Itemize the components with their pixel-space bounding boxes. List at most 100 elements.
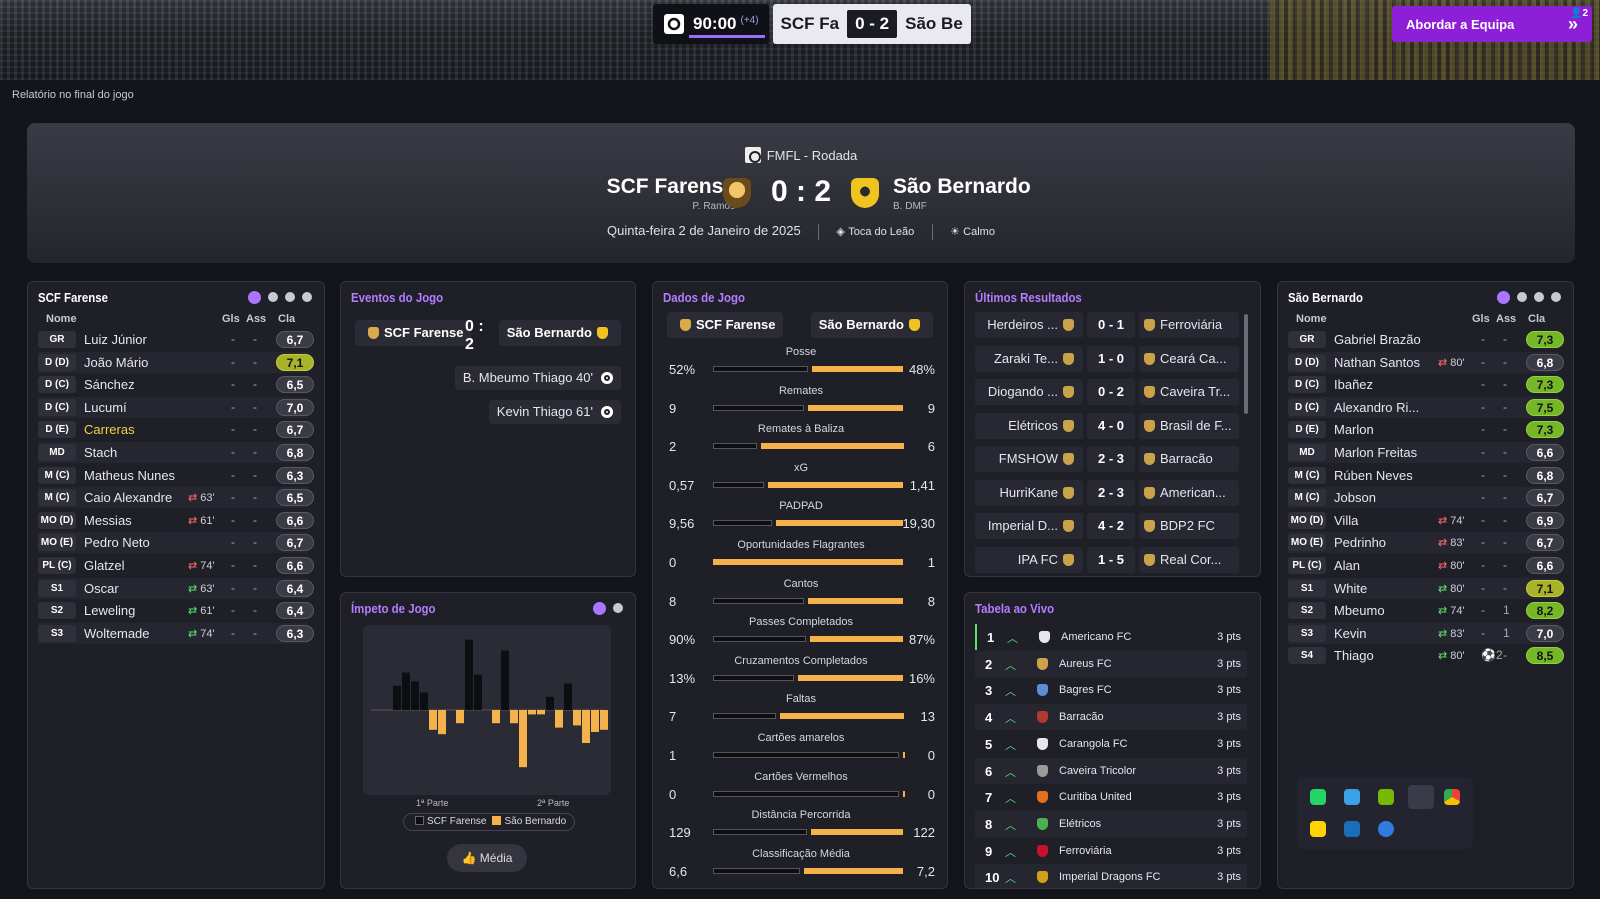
- events-home-team[interactable]: SCF Farense: [355, 320, 472, 346]
- player-row[interactable]: S4 Thiago ⇄ 80' ⚽2 - 8,5: [1288, 645, 1564, 666]
- col-gls[interactable]: Gls: [222, 313, 240, 325]
- player-name[interactable]: Messias: [84, 512, 132, 528]
- table-row[interactable]: 3 ︿ Bagres FC 3 pts: [975, 677, 1247, 703]
- app-icon[interactable]: [1344, 789, 1360, 805]
- table-row[interactable]: 10 ︿ Imperial Dragons FC 3 pts: [975, 864, 1247, 888]
- player-row[interactable]: D (C) Alexandro Ri... - - 7,5: [1288, 396, 1564, 418]
- steam-icon[interactable]: [1344, 821, 1360, 837]
- player-row[interactable]: PL (C) Alan ⇄ 80' - - 6,6: [1288, 555, 1564, 576]
- player-name[interactable]: Thiago: [1334, 648, 1374, 664]
- goal-event[interactable]: Kevin Thiago 61': [488, 400, 621, 424]
- bluetooth-icon[interactable]: [1378, 821, 1394, 837]
- result-row[interactable]: Herdeiros ... 0 - 1 Ferroviária: [975, 312, 1247, 338]
- team-name[interactable]: Curitiba United: [1059, 791, 1132, 804]
- goal-event[interactable]: B. Mbeumo Thiago 40': [454, 366, 621, 390]
- player-row[interactable]: S2 Leweling ⇄ 61' - - 6,4: [38, 600, 314, 621]
- table-row[interactable]: 5 ︿ Carangola FC 3 pts: [975, 731, 1247, 757]
- page-dot[interactable]: [1517, 292, 1527, 302]
- player-row[interactable]: GR Luiz Júnior - - 6,7: [38, 329, 314, 350]
- player-row[interactable]: M (C) Caio Alexandre ⇄ 63' - - 6,5: [38, 487, 314, 509]
- player-name[interactable]: Mbeumo: [1334, 603, 1385, 619]
- player-name[interactable]: Matheus Nunes: [84, 467, 176, 483]
- player-row[interactable]: D (C) Ibañez - - 7,3: [1288, 374, 1564, 395]
- whatsapp-icon[interactable]: [1310, 789, 1326, 805]
- player-row[interactable]: S3 Woltemade ⇄ 74' - - 6,3: [38, 622, 314, 644]
- table-row[interactable]: 2 ︿ Aureus FC 3 pts: [975, 650, 1247, 677]
- player-row[interactable]: S1 Oscar ⇄ 63' - - 6,4: [38, 577, 314, 599]
- player-name[interactable]: Caio Alexandre: [84, 490, 173, 506]
- team-name[interactable]: Barracão: [1059, 711, 1104, 724]
- team-name[interactable]: Americano FC: [1061, 631, 1132, 643]
- nvidia-icon[interactable]: [1378, 789, 1394, 805]
- table-row[interactable]: 9 ︿ Ferroviária 3 pts: [975, 838, 1247, 864]
- player-name[interactable]: Stach: [84, 445, 118, 460]
- col-ass[interactable]: Ass: [246, 313, 267, 325]
- player-row[interactable]: D (E) Marlon - - 7,3: [1288, 419, 1564, 440]
- pen-icon[interactable]: [1408, 785, 1434, 809]
- player-name[interactable]: Rúben Neves: [1334, 467, 1413, 483]
- scrollbar[interactable]: [1244, 314, 1248, 414]
- player-name[interactable]: Sánchez: [84, 377, 135, 393]
- page-dot[interactable]: [248, 291, 261, 304]
- player-name[interactable]: Alexandro Ri...: [1334, 399, 1420, 415]
- approach-team-button[interactable]: Abordar a Equipa 👤2 »: [1392, 6, 1592, 42]
- table-row[interactable]: 4 ︿ Barracão 3 pts: [975, 704, 1247, 731]
- result-row[interactable]: FMSHOW 2 - 3 Barracão: [975, 446, 1247, 472]
- player-name[interactable]: João Mário: [84, 354, 149, 370]
- page-dot[interactable]: [593, 602, 606, 615]
- player-row[interactable]: D (D) Nathan Santos ⇄ 80' - - 6,8: [1288, 351, 1564, 373]
- result-row[interactable]: IPA FC 1 - 5 Real Cor...: [975, 546, 1247, 573]
- player-row[interactable]: S2 Mbeumo ⇄ 74' - 1 8,2: [1288, 600, 1564, 621]
- average-button[interactable]: 👍 Média: [447, 844, 527, 872]
- home-team-name[interactable]: SCF Farense: [606, 175, 735, 198]
- player-name[interactable]: Jobson: [1334, 490, 1376, 506]
- player-row[interactable]: D (E) Carreras - - 6,7: [38, 419, 314, 440]
- player-row[interactable]: MD Marlon Freitas - - 6,6: [1288, 442, 1564, 463]
- chrome-icon[interactable]: [1444, 789, 1460, 805]
- player-name[interactable]: Oscar: [84, 580, 119, 596]
- player-row[interactable]: PL (C) Glatzel ⇄ 74' - - 6,6: [38, 555, 314, 576]
- team-name[interactable]: Imperial Dragons FC: [1059, 871, 1161, 884]
- page-dot[interactable]: [1497, 291, 1510, 304]
- stats-away-team[interactable]: São Bernardo: [810, 312, 933, 338]
- col-name[interactable]: Nome: [1296, 313, 1327, 325]
- player-name[interactable]: Pedrinho: [1334, 535, 1387, 551]
- player-name[interactable]: Kevin: [1334, 625, 1367, 641]
- player-name[interactable]: Marlon: [1334, 422, 1374, 438]
- player-name[interactable]: Gabriel Brazão: [1334, 332, 1421, 347]
- col-cla[interactable]: Cla: [1528, 313, 1546, 325]
- player-name[interactable]: Marlon Freitas: [1334, 445, 1418, 460]
- away-manager[interactable]: B. DMF: [893, 201, 927, 212]
- player-row[interactable]: D (C) Lucumí - - 7,0: [38, 396, 314, 418]
- col-ass[interactable]: Ass: [1496, 313, 1517, 325]
- player-row[interactable]: MO (D) Messias ⇄ 61' - - 6,6: [38, 510, 314, 531]
- player-row[interactable]: M (C) Jobson - - 6,7: [1288, 487, 1564, 509]
- result-row[interactable]: Elétricos 4 - 0 Brasil de F...: [975, 412, 1247, 439]
- player-name[interactable]: Glatzel: [84, 558, 125, 573]
- col-name[interactable]: Nome: [46, 313, 77, 325]
- player-row[interactable]: M (C) Rúben Neves - - 6,8: [1288, 465, 1564, 486]
- player-row[interactable]: D (D) João Mário - - 7,1: [38, 351, 314, 373]
- page-dot[interactable]: [302, 292, 312, 302]
- team-name[interactable]: Carangola FC: [1059, 737, 1128, 750]
- result-row[interactable]: Imperial D... 4 - 2 BDP2 FC: [975, 513, 1247, 539]
- team-name[interactable]: Elétricos: [1059, 817, 1102, 830]
- player-name[interactable]: Carreras: [84, 422, 135, 438]
- player-row[interactable]: S3 Kevin ⇄ 83' - 1 7,0: [1288, 622, 1564, 644]
- player-name[interactable]: Ibañez: [1334, 377, 1374, 393]
- player-name[interactable]: Leweling: [84, 603, 136, 619]
- team-name[interactable]: Ferroviária: [1059, 844, 1112, 857]
- player-name[interactable]: Pedro Neto: [84, 535, 150, 551]
- page-dot[interactable]: [285, 292, 295, 302]
- player-row[interactable]: M (C) Matheus Nunes - - 6,3: [38, 465, 314, 486]
- team-name[interactable]: Bagres FC: [1059, 684, 1112, 697]
- page-dot[interactable]: [1551, 292, 1561, 302]
- table-row[interactable]: 8 ︿ Elétricos 3 pts: [975, 810, 1247, 837]
- result-row[interactable]: Zaraki Te... 1 - 0 Ceará Ca...: [975, 345, 1247, 372]
- table-row[interactable]: 7 ︿ Curitiba United 3 pts: [975, 784, 1247, 810]
- player-row[interactable]: MO (E) Pedrinho ⇄ 83' - - 6,7: [1288, 532, 1564, 554]
- player-name[interactable]: Alan: [1334, 558, 1361, 573]
- player-row[interactable]: MO (D) Villa ⇄ 74' - - 6,9: [1288, 510, 1564, 531]
- player-name[interactable]: White: [1334, 580, 1368, 596]
- stadium-name[interactable]: Toca do Leão: [848, 226, 915, 238]
